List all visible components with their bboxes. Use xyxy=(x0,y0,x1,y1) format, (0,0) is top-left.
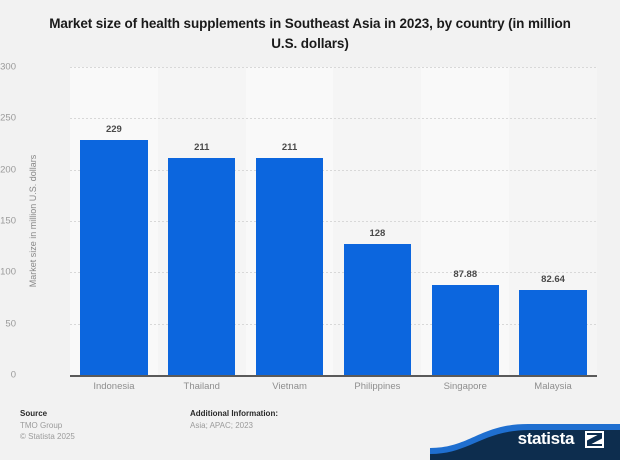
x-axis-tick-label: Vietnam xyxy=(272,381,307,392)
y-axis-tick-label: 50 xyxy=(5,318,16,330)
bar-slot: 229 xyxy=(70,67,158,375)
bar-slot: 87.88 xyxy=(421,67,509,375)
bar[interactable]: 229 xyxy=(80,124,148,375)
x-axis-line xyxy=(70,375,597,377)
statista-mark-glyph xyxy=(587,433,602,446)
x-axis-tick-label: Thailand xyxy=(183,381,220,392)
source-name: TMO Group xyxy=(20,420,63,430)
x-axis-tick-label: Philippines xyxy=(354,381,401,392)
statista-logo[interactable]: statista xyxy=(430,418,620,460)
gridline xyxy=(70,323,597,325)
y-axis-tick-label: 200 xyxy=(0,164,16,176)
copyright-line: © Statista 2025 xyxy=(20,432,75,441)
bar-value-label: 211 xyxy=(281,142,298,154)
bar[interactable]: 211 xyxy=(255,142,324,375)
chart-title: Market size of health supplements in Sou… xyxy=(49,16,571,51)
bar[interactable]: 128 xyxy=(343,228,411,375)
y-axis-tick-label: 100 xyxy=(0,266,16,278)
source-block: Source TMO Group © Statista 2025 xyxy=(20,408,75,443)
bar[interactable]: 82.64 xyxy=(519,274,587,375)
additional-info-block: Additional Information: Asia; APAC; 2023 xyxy=(190,408,278,431)
bar[interactable]: 87.88 xyxy=(431,269,499,375)
x-axis-tick-label: Malaysia xyxy=(534,381,572,392)
gridline xyxy=(70,221,597,222)
gridline xyxy=(70,169,597,171)
additional-info-heading: Additional Information: xyxy=(190,409,278,418)
statista-wordmark: statista xyxy=(517,429,575,448)
statista-mark-icon xyxy=(585,431,604,448)
gridlines xyxy=(70,67,597,375)
y-axis-tick-label: 150 xyxy=(0,215,16,227)
gridline xyxy=(70,118,597,120)
x-axis-tick-label: Singapore xyxy=(443,381,487,392)
y-axis-tick-label: 0 xyxy=(10,369,16,381)
source-heading: Source xyxy=(20,409,48,418)
bar-slot: 82.64 xyxy=(509,67,597,375)
bar-slot: 211 xyxy=(246,67,334,375)
bar-value-label: 229 xyxy=(105,123,122,135)
gridline xyxy=(70,67,597,68)
additional-info-value: Asia; APAC; 2023 xyxy=(190,420,253,430)
bar-value-label: 128 xyxy=(369,227,386,239)
bar-slot: 128 xyxy=(333,67,421,375)
bar-value-label: 87.88 xyxy=(453,268,478,280)
statista-logo-banner xyxy=(430,424,620,460)
bar[interactable]: 211 xyxy=(168,142,236,375)
x-axis-labels: Indonesia Thailand Vietnam Philippines Singa… xyxy=(70,381,597,392)
bar-value-label: 211 xyxy=(194,142,210,154)
bar-series: 229 211 211 128 87.88 82.64 xyxy=(70,67,597,375)
bar-value-label: 82.64 xyxy=(541,274,565,286)
gridline xyxy=(70,272,597,274)
y-axis-tick-label: 250 xyxy=(0,112,16,124)
y-axis-tick-label: 300 xyxy=(0,61,16,73)
bar-slot: 211 xyxy=(158,67,246,375)
chart-footer: Source TMO Group © Statista 2025 Additio… xyxy=(0,404,620,460)
x-axis-tick-label: Indonesia xyxy=(93,381,135,392)
y-axis-title: Market size in million U.S. dollars xyxy=(28,154,38,288)
